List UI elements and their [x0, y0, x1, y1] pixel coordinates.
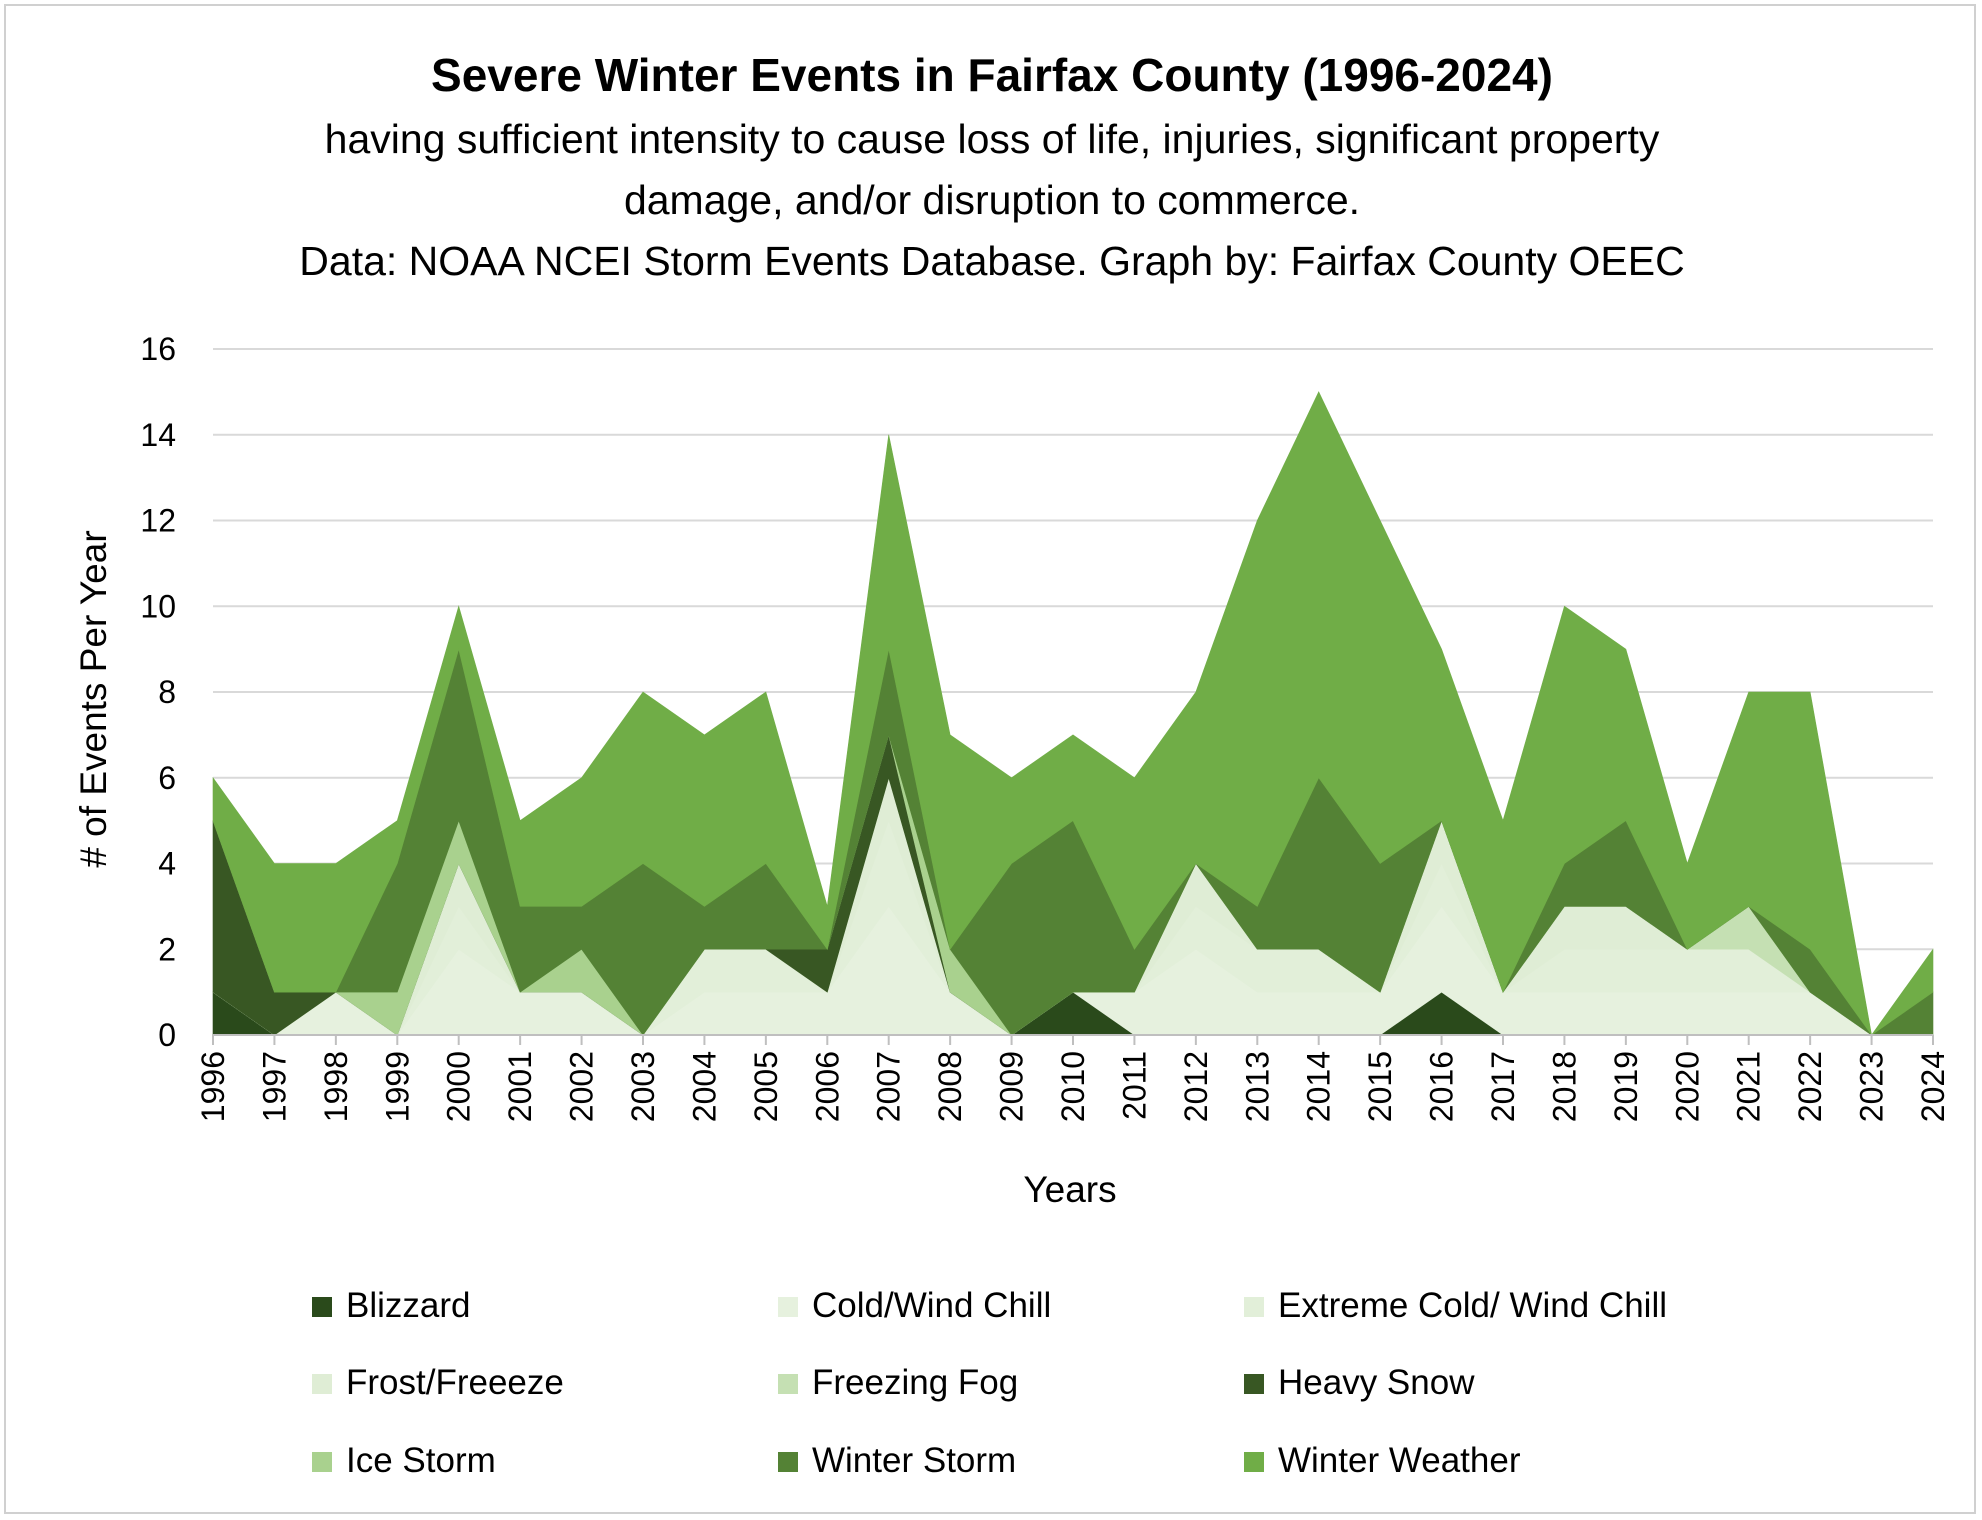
legend-item-frost-freeeze: Frost/Freeeze [312, 1363, 564, 1402]
legend: Blizzard Cold/Wind Chill Extreme Cold/ Win… [312, 1286, 1667, 1480]
x-tick-label-2013: 2013 [1239, 1051, 1275, 1122]
x-tick-label-2023: 2023 [1854, 1051, 1890, 1122]
legend-item-ice-storm: Ice Storm [312, 1441, 496, 1480]
legend-label-blizzard: Blizzard [346, 1286, 470, 1325]
legend-item-cold-wind-chill: Cold/Wind Chill [778, 1286, 1051, 1325]
x-tick-label-2020: 2020 [1669, 1051, 1705, 1122]
y-tick-label-4: 4 [158, 846, 176, 882]
area-series-winter-weather [212, 391, 1934, 1036]
x-axis-label: Years [1023, 1169, 1116, 1210]
legend-item-blizzard: Blizzard [312, 1286, 470, 1325]
x-tick-label-2004: 2004 [686, 1051, 722, 1122]
chart-subtitle-line-3: Data: NOAA NCEI Storm Events Database. G… [299, 238, 1684, 284]
x-tick-label-2010: 2010 [1055, 1051, 1091, 1122]
x-tick-label-2019: 2019 [1608, 1051, 1644, 1122]
x-tick-label-2014: 2014 [1301, 1051, 1337, 1122]
x-tick-label-2002: 2002 [564, 1051, 600, 1122]
x-tick-label-2000: 2000 [441, 1051, 477, 1122]
y-tick-label-16: 16 [140, 331, 176, 367]
x-axis-ticks: 1996 1997 1998 1999 2000 2001 2002 2003 2004 2005… [195, 1035, 1951, 1122]
legend-label-extreme-cold-wind-chill: Extreme Cold/ Wind Chill [1278, 1286, 1667, 1325]
legend-swatch-ice-storm [312, 1452, 332, 1472]
x-tick-label-2012: 2012 [1178, 1051, 1214, 1122]
x-tick-label-1998: 1998 [318, 1051, 354, 1122]
x-tick-label-2024: 2024 [1915, 1051, 1951, 1122]
legend-swatch-freezing-fog [778, 1374, 798, 1394]
x-tick-label-2005: 2005 [748, 1051, 784, 1122]
x-tick-label-1997: 1997 [256, 1051, 292, 1122]
chart-title: Severe Winter Events in Fairfax County (… [431, 49, 1553, 101]
y-tick-label-2: 2 [158, 931, 176, 967]
y-tick-label-0: 0 [158, 1017, 176, 1053]
x-tick-label-2011: 2011 [1116, 1051, 1152, 1120]
x-tick-label-2003: 2003 [625, 1051, 661, 1122]
legend-item-winter-weather: Winter Weather [1244, 1441, 1521, 1480]
x-tick-label-2009: 2009 [994, 1051, 1030, 1122]
stacked-areas [212, 391, 1934, 1036]
legend-swatch-extreme-cold-wind-chill [1244, 1297, 1264, 1317]
legend-label-heavy-snow: Heavy Snow [1278, 1363, 1475, 1402]
x-tick-label-2015: 2015 [1362, 1051, 1398, 1122]
y-axis-ticks: 0 2 4 6 8 10 12 14 16 [140, 331, 176, 1053]
x-tick-label-2001: 2001 [502, 1051, 538, 1122]
legend-item-extreme-cold-wind-chill: Extreme Cold/ Wind Chill [1244, 1286, 1667, 1325]
legend-item-heavy-snow: Heavy Snow [1244, 1363, 1475, 1402]
y-tick-label-14: 14 [140, 417, 176, 453]
x-tick-label-1999: 1999 [379, 1051, 415, 1122]
x-tick-label-1996: 1996 [195, 1051, 231, 1122]
legend-swatch-winter-storm [778, 1452, 798, 1472]
x-tick-label-2021: 2021 [1731, 1051, 1767, 1122]
y-tick-label-12: 12 [140, 503, 176, 539]
legend-label-winter-storm: Winter Storm [812, 1441, 1016, 1480]
legend-label-winter-weather: Winter Weather [1278, 1441, 1521, 1480]
y-axis-label: # of Events Per Year [73, 530, 114, 867]
y-tick-label-10: 10 [140, 588, 176, 624]
x-tick-label-2007: 2007 [871, 1051, 907, 1122]
legend-swatch-frost-freeeze [312, 1374, 332, 1394]
x-tick-label-2018: 2018 [1546, 1051, 1582, 1122]
legend-label-cold-wind-chill: Cold/Wind Chill [812, 1286, 1051, 1325]
x-tick-label-2008: 2008 [932, 1051, 968, 1122]
legend-label-freezing-fog: Freezing Fog [812, 1363, 1018, 1402]
chart-canvas: Severe Winter Events in Fairfax County (… [73, 49, 1951, 1480]
legend-swatch-winter-weather [1244, 1452, 1264, 1472]
x-tick-label-2016: 2016 [1424, 1051, 1460, 1122]
legend-label-ice-storm: Ice Storm [346, 1441, 496, 1480]
legend-swatch-cold-wind-chill [778, 1297, 798, 1317]
x-tick-label-2017: 2017 [1485, 1051, 1521, 1122]
legend-swatch-blizzard [312, 1297, 332, 1317]
legend-item-freezing-fog: Freezing Fog [778, 1363, 1018, 1402]
x-tick-label-2006: 2006 [809, 1051, 845, 1122]
y-tick-label-6: 6 [158, 760, 176, 796]
legend-label-frost-freeeze: Frost/Freeeze [346, 1363, 564, 1402]
chart-subtitle-line-2: damage, and/or disruption to commerce. [624, 177, 1360, 223]
legend-swatch-heavy-snow [1244, 1374, 1264, 1394]
x-tick-label-2022: 2022 [1792, 1051, 1828, 1122]
chart-frame: Severe Winter Events in Fairfax County (… [4, 4, 1976, 1514]
chart-subtitle-line-1: having sufficient intensity to cause los… [325, 116, 1660, 162]
legend-item-winter-storm: Winter Storm [778, 1441, 1016, 1480]
y-tick-label-8: 8 [158, 674, 176, 710]
